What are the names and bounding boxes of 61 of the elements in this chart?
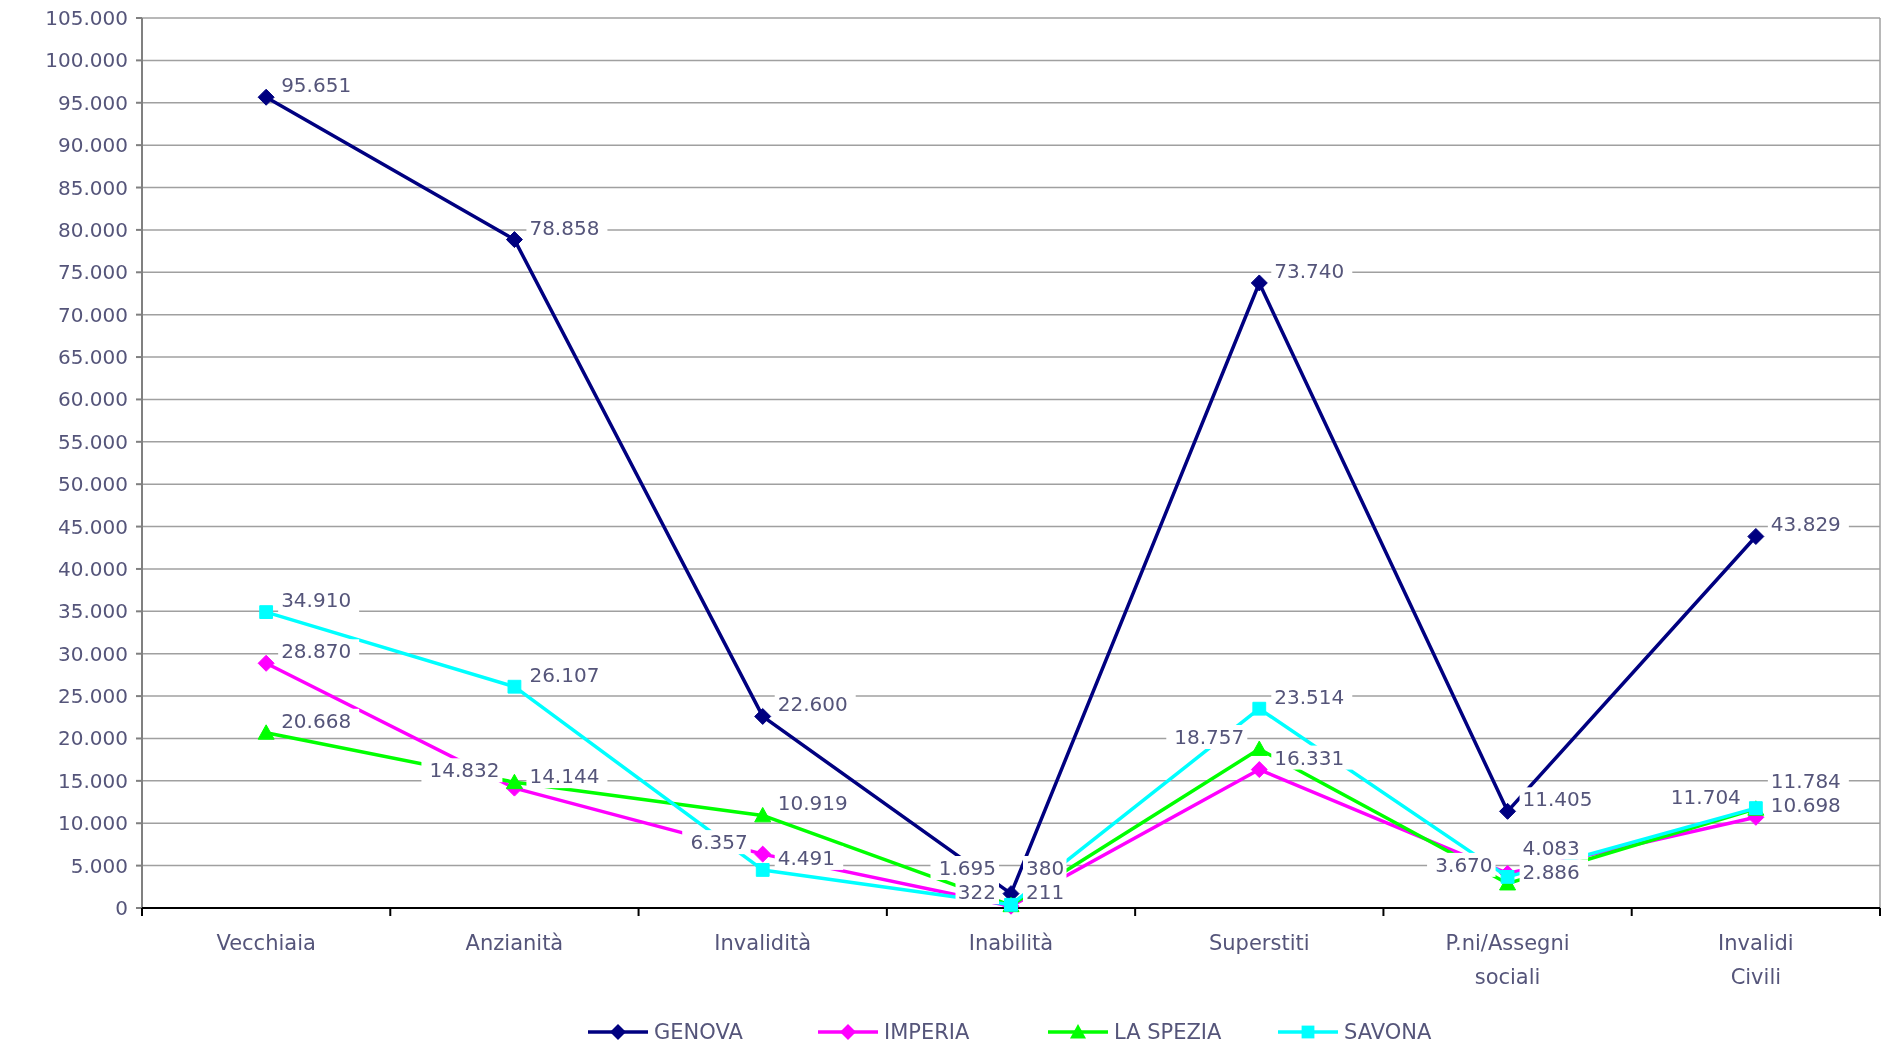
y-tick-label: 50.000 [58,472,128,497]
y-tick-label: 70.000 [58,302,128,327]
legend-label: IMPERIA [884,1020,971,1045]
y-tick-label: 5.000 [70,853,128,878]
y-tick-label: 30.000 [58,641,128,666]
y-tick-label: 75.000 [58,260,128,285]
x-tick-label: Vecchiaia [216,931,316,955]
legend-label: LA SPEZIA [1114,1020,1223,1045]
x-tick-label: Inabilità [968,931,1054,955]
data-label: 34.910 [281,588,352,613]
y-tick-label: 100.000 [45,48,128,73]
data-label: 14.832 [429,758,500,783]
y-tick-label: 0 [115,896,128,920]
data-label: 20.668 [281,708,352,733]
data-label: 4.083 [1522,835,1580,860]
y-tick-label: 20.000 [58,726,128,751]
x-tick-label: Superstiti [1208,931,1310,955]
data-label: 11.784 [1770,769,1841,794]
data-label: 10.698 [1770,793,1841,818]
data-label: 4.491 [777,845,835,870]
data-label: 1.695 [938,856,996,880]
data-label: 2.886 [1522,859,1580,884]
y-tick-label: 95.000 [58,90,128,115]
x-tick-label: Anzianità [465,931,564,955]
y-tick-label: 45.000 [58,514,128,539]
data-label: 211 [1026,880,1065,904]
data-label: 26.107 [529,662,600,687]
y-tick-label: 60.000 [58,387,128,412]
legend-label: SAVONA [1344,1020,1432,1045]
data-label: 11.704 [1670,784,1741,809]
data-label: 322 [957,880,996,904]
y-tick-label: 40.000 [58,556,128,581]
data-label: 6.357 [690,830,748,855]
y-tick-label: 10.000 [58,811,128,836]
data-label: 3.670 [1435,852,1493,877]
data-label: 78.858 [529,215,600,240]
data-label: 28.870 [281,639,352,664]
x-tick-label: Invalidità [714,931,812,955]
data-label: 73.740 [1274,258,1345,283]
data-label: 22.600 [777,692,848,717]
y-tick-label: 105.000 [45,6,128,30]
y-tick-label: 15.000 [58,768,128,793]
y-tick-label: 25.000 [58,684,128,709]
data-label: 95.651 [281,73,352,98]
y-tick-label: 65.000 [58,345,128,370]
data-label: 14.144 [529,764,600,789]
y-tick-label: 35.000 [58,599,128,624]
data-label: 18.757 [1174,725,1245,750]
data-label: 11.405 [1522,787,1593,812]
data-label: 23.514 [1274,684,1345,709]
y-tick-label: 55.000 [58,429,128,454]
y-tick-label: 80.000 [58,217,128,242]
data-label: 10.919 [777,791,848,816]
y-tick-label: 85.000 [58,175,128,200]
data-label: 43.829 [1770,512,1841,537]
x-tick-label: Invalidi Civili [1718,931,1794,989]
x-tick-label: P.ni/Assegni sociali [1445,931,1570,989]
y-tick-label: 90.000 [58,133,128,158]
legend-label: GENOVA [654,1020,744,1045]
data-label: 16.331 [1274,745,1345,770]
data-label: 380 [1026,856,1065,880]
